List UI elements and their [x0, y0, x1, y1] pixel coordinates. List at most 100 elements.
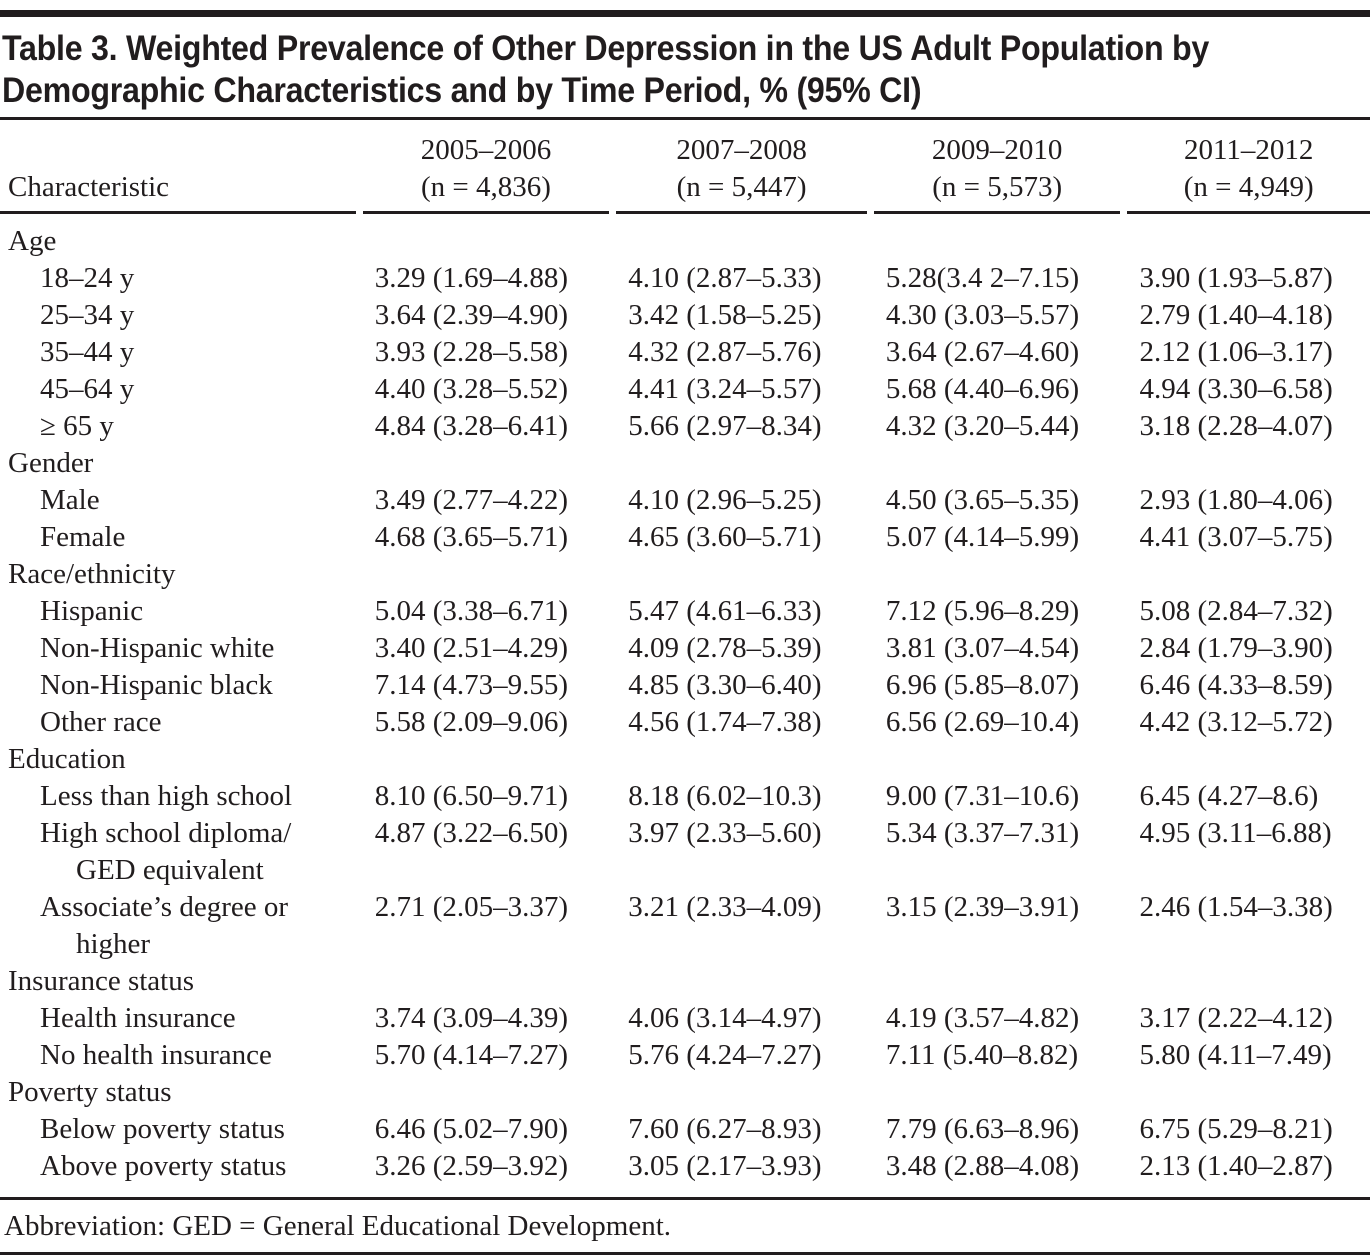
section-label: Education [8, 743, 126, 775]
table-row: 18–24 y 3.29 (1.69–4.88) 4.10 (2.87–5.33) 5… [0, 260, 1370, 297]
abbreviation-footnote: Abbreviation: GED = General Educational … [4, 1210, 672, 1242]
column-period-label: 2007–2008 [676, 134, 807, 166]
cell-value: 6.75 (5.29–8.21) [1139, 1113, 1333, 1145]
row-label: Above poverty status [0, 1148, 356, 1190]
row-label: Non-Hispanic black [0, 667, 356, 704]
cell-value: 4.56 (1.74–7.38) [628, 706, 822, 738]
row-label: ≥ 65 y [0, 408, 356, 445]
cell-value: 4.32 (2.87–5.76) [628, 336, 822, 368]
cell-value: 3.93 (2.28–5.58) [374, 336, 569, 368]
row-label-line-1: 18–24 y [40, 262, 135, 294]
cell-value: 7.79 (6.63–8.96) [885, 1113, 1080, 1145]
row-label-line-1: No health insurance [40, 1039, 272, 1071]
row-label-line-1: 35–44 y [40, 336, 135, 368]
cell-value: 4.10 (2.87–5.33) [628, 262, 822, 294]
table-row: No health insurance 5.70 (4.14–7.27) 5.76 … [0, 1037, 1370, 1074]
cell-value: 4.19 (3.57–4.82) [885, 1002, 1080, 1034]
cell-value: 4.09 (2.78–5.39) [628, 632, 822, 664]
cell-value: 4.32 (3.20–5.44) [885, 410, 1080, 442]
table-title-line-2: Demographic Characteristics and by Time … [2, 71, 922, 110]
row-label: Male [0, 482, 356, 519]
cell-value: 3.74 (3.09–4.39) [374, 1002, 569, 1034]
cell-value: 2.46 (1.54–3.38) [1139, 891, 1333, 923]
section-row: Age [0, 214, 1370, 260]
column-header-characteristic: Characteristic [0, 120, 356, 214]
table-row: Below poverty status 6.46 (5.02–7.90) 7.60… [0, 1111, 1370, 1148]
row-label: No health insurance [0, 1037, 356, 1074]
table-row: Non-Hispanic white 3.40 (2.51–4.29) 4.09 (… [0, 630, 1370, 667]
table-row: Hispanic 5.04 (3.38–6.71) 5.47 (4.61–6.33)… [0, 593, 1370, 630]
row-label-line-1: High school diploma/ [40, 817, 292, 849]
cell-value: 3.42 (1.58–5.25) [628, 299, 822, 331]
section-label: Age [8, 225, 57, 257]
column-header-2007-2008: 2007–2008 (n = 5,447) [616, 120, 867, 214]
row-label-line-1: 25–34 y [40, 299, 135, 331]
cell-value: 5.68 (4.40–6.96) [885, 373, 1080, 405]
cell-value: 8.10 (6.50–9.71) [374, 780, 569, 812]
row-label: High school diploma/GED equivalent [0, 815, 356, 889]
header-row: Characteristic 2005–2006 (n = 4,836) 200… [0, 120, 1370, 214]
cell-value: 2.93 (1.80–4.06) [1139, 484, 1333, 516]
cell-value: 4.95 (3.11–6.88) [1139, 817, 1332, 849]
cell-value: 3.29 (1.69–4.88) [374, 262, 569, 294]
table-header: Characteristic 2005–2006 (n = 4,836) 200… [0, 120, 1370, 214]
cell-value: 3.90 (1.93–5.87) [1139, 262, 1333, 294]
row-label-line-1: Female [40, 521, 126, 553]
cell-value: 9.00 (7.31–10.6) [885, 780, 1080, 812]
cell-value: 3.18 (2.28–4.07) [1139, 410, 1333, 442]
table-row: High school diploma/GED equivalent 4.87 (… [0, 815, 1370, 889]
cell-value: 5.07 (4.14–5.99) [885, 521, 1080, 553]
prevalence-table: Characteristic 2005–2006 (n = 4,836) 200… [0, 120, 1370, 1190]
row-label: Health insurance [0, 1000, 356, 1037]
cell-value: 3.97 (2.33–5.60) [628, 817, 822, 849]
column-header-2009-2010: 2009–2010 (n = 5,573) [873, 120, 1121, 214]
cell-value: 3.64 (2.39–4.90) [374, 299, 569, 331]
table-row: Associate’s degree or higher 2.71 (2.05–3.… [0, 889, 1370, 963]
column-n-label: (n = 5,447) [676, 171, 807, 203]
section-label: Poverty status [8, 1076, 172, 1108]
row-label-line-1: 45–64 y [40, 373, 135, 405]
cell-value: 5.58 (2.09–9.06) [374, 706, 569, 738]
cell-value: 4.87 (3.22–6.50) [374, 817, 569, 849]
cell-value: 3.48 (2.88–4.08) [885, 1150, 1080, 1182]
cell-value: 5.04 (3.38–6.71) [374, 595, 569, 627]
bottom-rule [0, 1252, 1370, 1255]
cell-value: 5.66 (2.97–8.34) [628, 410, 822, 442]
cell-value: 5.08 (2.84–7.32) [1139, 595, 1333, 627]
table-row: 35–44 y 3.93 (2.28–5.58) 4.32 (2.87–5.76) 3… [0, 334, 1370, 371]
cell-value: 3.21 (2.33–4.09) [628, 891, 822, 923]
table-title-line-1: Table 3. Weighted Prevalence of Other De… [2, 29, 1210, 68]
cell-value: 3.15 (2.39–3.91) [885, 891, 1080, 923]
cell-value: 7.14 (4.73–9.55) [374, 669, 569, 701]
cell-value: 4.84 (3.28–6.41) [374, 410, 569, 442]
cell-value: 4.30 (3.03–5.57) [885, 299, 1080, 331]
row-label-line-1: Non-Hispanic black [40, 669, 273, 701]
table-title: Table 3. Weighted Prevalence of Other De… [0, 17, 1370, 117]
cell-value: 6.46 (5.02–7.90) [374, 1113, 569, 1145]
section-row: Poverty status [0, 1074, 1370, 1111]
cell-value: 8.18 (6.02–10.3) [628, 780, 822, 812]
row-label: Non-Hispanic white [0, 630, 356, 667]
cell-value: 4.65 (3.60–5.71) [628, 521, 822, 553]
table-row: ≥ 65 y 4.84 (3.28–6.41) 5.66 (2.97–8.34) 4.… [0, 408, 1370, 445]
cell-value: 6.45 (4.27–8.6) [1139, 780, 1319, 812]
row-label: Female [0, 519, 356, 556]
section-label: Gender [8, 447, 94, 479]
section-row: Insurance status [0, 963, 1370, 1000]
cell-value: 4.85 (3.30–6.40) [628, 669, 822, 701]
table-row: Above poverty status 3.26 (2.59–3.92) 3.05… [0, 1148, 1370, 1190]
row-label: 35–44 y [0, 334, 356, 371]
section-row: Race/ethnicity [0, 556, 1370, 593]
cell-value: 3.81 (3.07–4.54) [885, 632, 1080, 664]
cell-value: 5.70 (4.14–7.27) [374, 1039, 569, 1071]
cell-value: 6.96 (5.85–8.07) [885, 669, 1080, 701]
top-bar-rule [0, 10, 1370, 17]
cell-value: 2.79 (1.40–4.18) [1139, 299, 1333, 331]
cell-value: 4.40 (3.28–5.52) [374, 373, 569, 405]
cell-value: 4.06 (3.14–4.97) [628, 1002, 822, 1034]
cell-value: 7.12 (5.96–8.29) [885, 595, 1080, 627]
cell-value: 4.68 (3.65–5.71) [374, 521, 569, 553]
cell-value: 2.12 (1.06–3.17) [1139, 336, 1333, 368]
cell-value: 3.26 (2.59–3.92) [374, 1150, 569, 1182]
cell-value: 5.80 (4.11–7.49) [1139, 1039, 1332, 1071]
